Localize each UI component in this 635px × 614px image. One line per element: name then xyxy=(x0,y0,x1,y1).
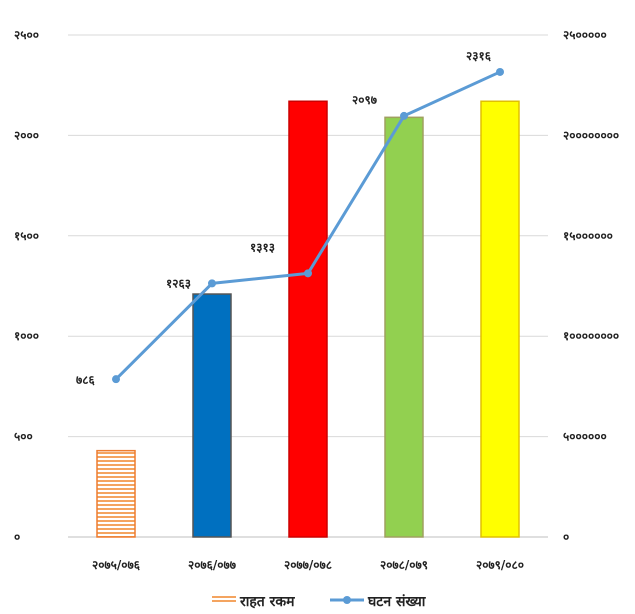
bar-series xyxy=(96,100,520,538)
data-label: १२६३ xyxy=(166,276,191,290)
data-label: १३१३ xyxy=(250,240,275,254)
legend-swatch-bar xyxy=(212,595,236,604)
line-point xyxy=(112,375,120,384)
line-point xyxy=(208,279,216,288)
left-tick-label: १००० xyxy=(14,329,39,343)
category-label: २०७६/०७७ xyxy=(188,558,237,572)
line-point xyxy=(496,67,504,76)
line-point xyxy=(304,269,312,278)
right-tick-label: ५०००००० xyxy=(563,430,607,444)
category-label: २०७८/०७९ xyxy=(380,558,428,572)
category-label: २०७९/०८० xyxy=(476,558,524,572)
left-tick-label: ५०० xyxy=(14,430,33,444)
right-tick-label: १०००००००० xyxy=(563,329,619,343)
bar xyxy=(288,100,328,538)
line-point xyxy=(400,111,408,120)
legend-label-line: घटन संख्या xyxy=(367,594,427,610)
left-tick-label: २००० xyxy=(14,128,39,142)
legend: राहत रकम घटन संख्या xyxy=(212,594,427,610)
left-axis-ticks: ० ५०० १००० १५०० २००० २५०० xyxy=(14,28,39,544)
category-label: २०७७/०७८ xyxy=(284,558,332,572)
left-tick-label: ० xyxy=(14,530,20,544)
right-tick-label: १५०००००० xyxy=(563,229,613,243)
right-tick-label: ० xyxy=(563,530,569,544)
data-label: ७८६ xyxy=(76,373,95,387)
bar xyxy=(192,293,232,538)
right-tick-label: २०००००००० xyxy=(563,128,619,142)
data-label: २३१६ xyxy=(466,49,492,63)
category-axis: २०७५/०७६ २०७६/०७७ २०७७/०७८ २०७८/०७९ २०७९/०८० xyxy=(92,558,524,572)
left-tick-label: २५०० xyxy=(14,28,39,42)
right-tick-label: २५००००० xyxy=(563,28,607,42)
bar xyxy=(480,100,520,538)
bar xyxy=(96,449,136,538)
category-label: २०७५/०७६ xyxy=(92,558,141,572)
line-series: ७८६ १२६३ १३१३ २०९७ २३१६ xyxy=(76,49,504,387)
left-tick-label: १५०० xyxy=(14,229,39,243)
legend-label-bar: राहत रकम xyxy=(239,594,295,610)
legend-swatch-marker xyxy=(343,596,351,604)
bar xyxy=(384,116,424,538)
right-axis-ticks: ० ५०००००० १०००००००० १५०००००० २०००००००० २५००००… xyxy=(563,28,619,544)
data-label: २०९७ xyxy=(352,93,378,107)
